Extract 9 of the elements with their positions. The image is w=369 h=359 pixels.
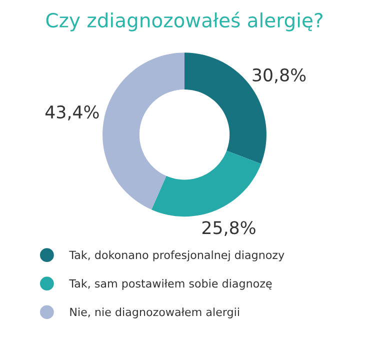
data-label: 25,8% (202, 221, 256, 236)
donut-slice (102, 52, 184, 210)
legend-label: Tak, sam postawiłem sobie diagnozę (69, 279, 272, 290)
legend-label: Nie, nie diagnozowałem alergii (70, 308, 239, 318)
legend-label: Tak, dokonano profesjonalnej diagnozy (69, 250, 284, 262)
data-label: 43,4% (45, 105, 99, 120)
chart-title: Czy zdiagnozowałeś alergię? (46, 12, 322, 32)
donut-slice (151, 150, 262, 217)
data-label: 30,8% (252, 68, 306, 84)
